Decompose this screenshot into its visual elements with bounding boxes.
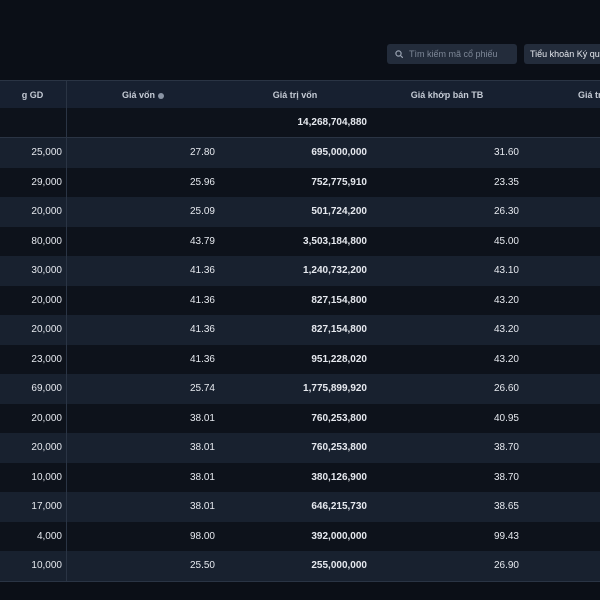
cell: 20,000: [0, 285, 67, 316]
cell: 38.65: [371, 492, 524, 523]
cell: 43.20: [371, 315, 524, 346]
cell: 41.36: [67, 344, 220, 375]
cell: 17,000: [0, 492, 67, 523]
cell: 43.79: [67, 226, 220, 257]
cell: 38.70: [371, 433, 524, 464]
cell: 23,000: [0, 344, 67, 375]
cell: 38.01: [67, 403, 220, 434]
cell: 695,000,000: [219, 138, 372, 169]
cell: 41.36: [67, 285, 220, 316]
cell: 38.01: [67, 433, 220, 464]
cell: 25.50: [67, 551, 220, 582]
cell: 392,000,000: [219, 521, 372, 552]
cell: [523, 521, 600, 552]
search-icon: [395, 50, 403, 58]
cell: 3,503,184,800: [219, 226, 372, 257]
cell: 43.10: [371, 256, 524, 287]
cell: [371, 108, 524, 138]
cell: 43.20: [371, 285, 524, 316]
cell: [523, 226, 600, 257]
total-value: 14,268,704,880: [219, 108, 372, 138]
cell: [523, 551, 600, 582]
cell: 98.00: [67, 521, 220, 552]
cell: 951,228,020: [219, 344, 372, 375]
cell: [523, 138, 600, 169]
cell: 41.36: [67, 256, 220, 287]
cell: 1,240,732,200: [219, 256, 372, 287]
cell: [523, 344, 600, 375]
cell: 80,000: [0, 226, 67, 257]
cell: 25.74: [67, 374, 220, 405]
column-header: Giá tr: [523, 80, 600, 109]
cell: 827,154,800: [219, 285, 372, 316]
account-button[interactable]: Tiểu khoản Ký quỹ: [524, 44, 600, 64]
cell: 27.80: [67, 138, 220, 169]
cell: [523, 374, 600, 405]
cell: [523, 256, 600, 287]
cell: 43.20: [371, 344, 524, 375]
cell: 38.01: [67, 462, 220, 493]
cell: [523, 167, 600, 198]
cell: 41.36: [67, 315, 220, 346]
cell: 31.60: [371, 138, 524, 169]
cell: 23.35: [371, 167, 524, 198]
cell: [0, 108, 67, 138]
column-header: Giá vốn: [67, 80, 220, 109]
cell: 25,000: [0, 138, 67, 169]
cell: [523, 197, 600, 228]
column-header: g GD: [0, 80, 67, 109]
cell: 45.00: [371, 226, 524, 257]
cell: 20,000: [0, 403, 67, 434]
cell: 827,154,800: [219, 315, 372, 346]
cell: [523, 433, 600, 464]
cell: 380,126,900: [219, 462, 372, 493]
cell: 26.90: [371, 551, 524, 582]
cell: 38.70: [371, 462, 524, 493]
cell: [523, 462, 600, 493]
cell: 30,000: [0, 256, 67, 287]
cell: [67, 108, 220, 138]
cell: 99.43: [371, 521, 524, 552]
cell: 20,000: [0, 315, 67, 346]
cell: [523, 285, 600, 316]
cell: [523, 108, 600, 138]
cell: 501,724,200: [219, 197, 372, 228]
cell: 10,000: [0, 551, 67, 582]
cell: 25.09: [67, 197, 220, 228]
search-placeholder: Tìm kiếm mã cổ phiếu: [409, 49, 498, 59]
cell: 646,215,730: [219, 492, 372, 523]
cell: [523, 315, 600, 346]
cell: 69,000: [0, 374, 67, 405]
cell: 760,253,800: [219, 433, 372, 464]
cell: [523, 403, 600, 434]
cell: 4,000: [0, 521, 67, 552]
cell: 40.95: [371, 403, 524, 434]
cell: 38.01: [67, 492, 220, 523]
cell: [523, 492, 600, 523]
search-box[interactable]: Tìm kiếm mã cổ phiếu: [387, 44, 517, 64]
cell: 1,775,899,920: [219, 374, 372, 405]
cell: 29,000: [0, 167, 67, 198]
cell: 26.60: [371, 374, 524, 405]
cell: 255,000,000: [219, 551, 372, 582]
cell: 25.96: [67, 167, 220, 198]
cell: 20,000: [0, 197, 67, 228]
cell: 752,775,910: [219, 167, 372, 198]
cell: 760,253,800: [219, 403, 372, 434]
column-header: Giá trị vốn: [219, 80, 372, 109]
cell: 20,000: [0, 433, 67, 464]
cell: 26.30: [371, 197, 524, 228]
column-header: Giá khớp bán TB: [371, 80, 524, 109]
info-icon[interactable]: [158, 92, 164, 99]
cell: 10,000: [0, 462, 67, 493]
